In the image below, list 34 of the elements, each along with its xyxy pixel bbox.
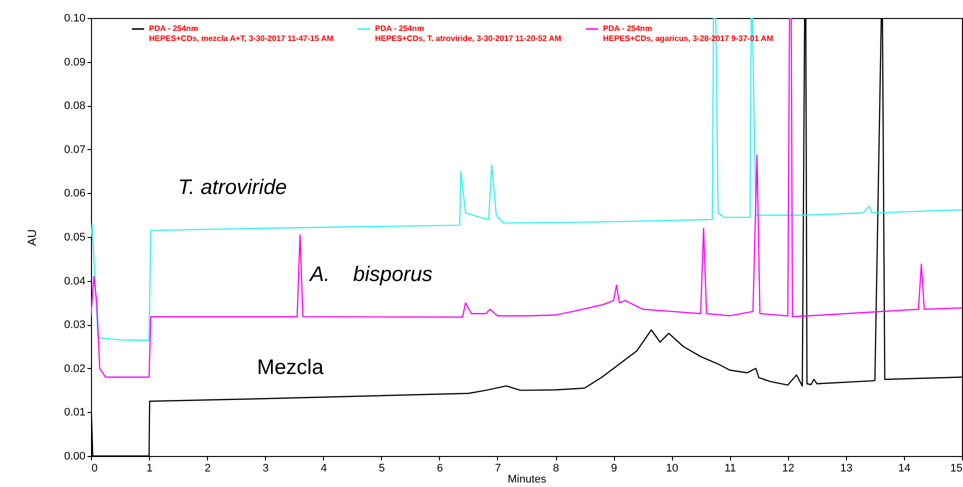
x-axis-title: Minutes	[508, 474, 547, 486]
x-tick-label: 13	[840, 462, 852, 474]
annotation: Mezcla	[257, 356, 324, 379]
y-tick-label: 0.04	[64, 275, 86, 288]
x-tick-label: 15	[950, 462, 962, 474]
y-tick-label: 0.07	[64, 144, 86, 156]
annotation: A. bisporus	[308, 263, 434, 286]
x-tick-label: 4	[320, 462, 327, 474]
y-tick-label: 0.06	[64, 188, 86, 200]
y-tick-label: 0.02	[64, 362, 86, 375]
annotation: T. atroviride	[178, 176, 287, 199]
x-tick-label: 7	[494, 462, 502, 474]
y-tick-label: 0.08	[64, 100, 86, 112]
y-tick-label: 0.00	[64, 450, 86, 462]
x-tick-label: 3	[262, 462, 269, 474]
legend-label: PDA - 254nm HEPES+CDs, T. atroviride, 3-30-2017 11-20-52 AM	[375, 24, 562, 43]
x-tick-label: 6	[436, 462, 443, 474]
y-tick-label: 0.03	[64, 319, 86, 332]
x-tick-label: 2	[204, 462, 211, 474]
y-tick-label: 0.01	[64, 406, 86, 419]
x-tick-label: 9	[611, 462, 618, 474]
x-tick-label: 11	[724, 462, 736, 474]
x-tick-label: 0	[92, 462, 98, 474]
y-tick-label: 0.10	[64, 12, 86, 24]
x-tick-label: 1	[146, 462, 153, 474]
legend-label: PDA - 254nm HEPES+CDs, mezcla A+T, 3-30-2017 11-47-15 AM	[149, 24, 334, 43]
x-tick-label: 10	[666, 462, 678, 474]
x-tick-label: 12	[782, 462, 794, 474]
y-tick-label: 0.05	[64, 232, 86, 244]
y-tick-label: 0.09	[64, 56, 86, 68]
x-tick-label: 8	[552, 462, 560, 474]
x-tick-label: 14	[898, 462, 911, 474]
x-tick-label: 5	[378, 462, 385, 474]
y-axis-title: AU	[25, 229, 40, 246]
